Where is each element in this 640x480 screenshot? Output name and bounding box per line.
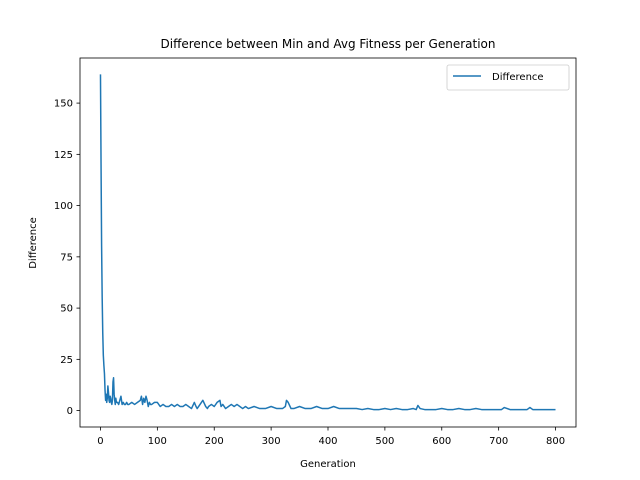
plot-frame xyxy=(79,57,577,428)
legend-box xyxy=(446,64,570,91)
x-tick-label: 700 xyxy=(489,436,508,447)
legend: Difference xyxy=(446,64,570,91)
x-tick-label: 200 xyxy=(205,436,224,447)
x-tick-label: 500 xyxy=(375,436,394,447)
legend-label: Difference xyxy=(492,72,544,83)
y-tick-label: 50 xyxy=(60,304,73,315)
difference-series-line xyxy=(99,74,556,411)
x-tick-label: 800 xyxy=(546,436,565,447)
x-axis-label: Generation xyxy=(300,459,356,470)
x-tick-label: 100 xyxy=(148,436,167,447)
y-tick-label: 0 xyxy=(67,406,73,417)
y-tick-label: 75 xyxy=(60,252,73,263)
y-tick-label: 150 xyxy=(54,99,73,110)
x-axis-ticks: 0 100 200 300 400 500 600 700 800 xyxy=(97,427,565,447)
x-tick-label: 300 xyxy=(262,436,281,447)
y-axis-label: Difference xyxy=(28,217,39,269)
plot-area xyxy=(80,58,576,427)
chart-title: Difference between Min and Avg Fitness p… xyxy=(161,37,496,51)
y-tick-label: 25 xyxy=(60,355,73,366)
x-tick-label: 400 xyxy=(318,436,337,447)
y-tick-label: 125 xyxy=(54,150,73,161)
y-axis-ticks: 0 25 50 75 100 125 150 xyxy=(54,99,80,417)
y-tick-label: 100 xyxy=(54,201,73,212)
x-tick-label: 600 xyxy=(432,436,451,447)
x-tick-label: 0 xyxy=(97,436,103,447)
